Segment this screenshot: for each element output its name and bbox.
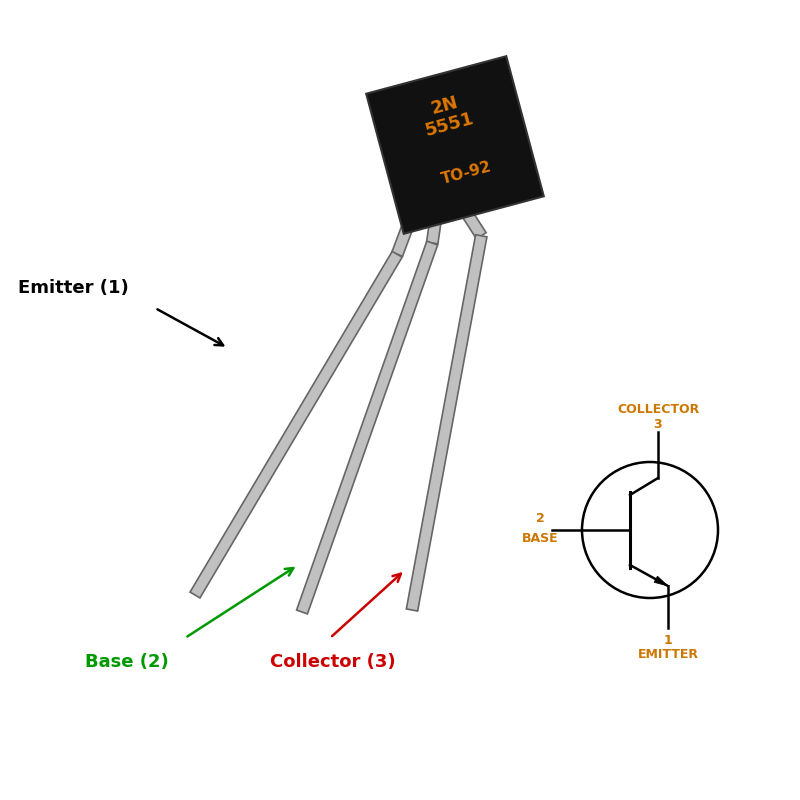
Polygon shape [406,234,487,611]
Polygon shape [654,576,668,586]
Polygon shape [297,241,438,614]
Polygon shape [392,220,414,256]
Text: Emitter (1): Emitter (1) [18,279,129,297]
Polygon shape [190,251,402,598]
Text: BASE: BASE [522,531,558,545]
Text: 2: 2 [536,511,544,525]
Text: 3: 3 [654,418,662,430]
Polygon shape [458,205,486,239]
Text: TO-92: TO-92 [440,159,494,187]
Text: Base (2): Base (2) [85,653,169,671]
Polygon shape [426,214,442,244]
Text: COLLECTOR: COLLECTOR [617,403,699,417]
Text: 2N
5551: 2N 5551 [418,90,476,140]
Polygon shape [366,56,544,234]
Text: Collector (3): Collector (3) [270,653,396,671]
Text: 1: 1 [664,634,672,646]
Text: EMITTER: EMITTER [638,647,698,661]
